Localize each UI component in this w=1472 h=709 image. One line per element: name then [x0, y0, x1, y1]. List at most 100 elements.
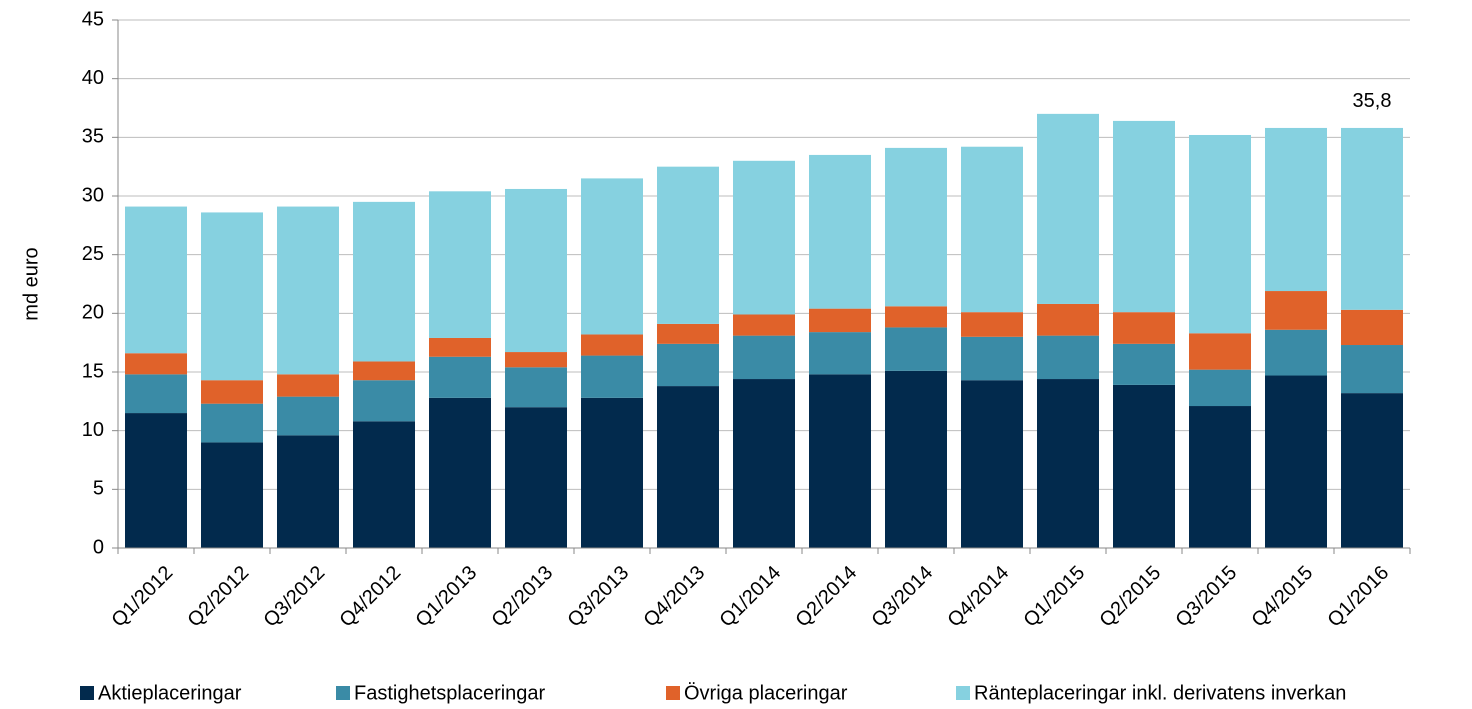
bar-segment [429, 337, 491, 357]
x-tick-label: Q1/2014 [715, 562, 785, 632]
bar-segment [505, 367, 567, 408]
bar-segment [125, 374, 187, 414]
bar-segment [733, 314, 795, 336]
x-tick-label: Q4/2013 [639, 562, 709, 632]
x-tick-label: Q3/2014 [867, 562, 937, 632]
bar-segment [809, 308, 871, 333]
legend-label: Övriga placeringar [684, 682, 848, 704]
x-tick-label: Q4/2015 [1247, 562, 1317, 632]
y-tick-label: 5 [93, 478, 104, 500]
bar-segment [353, 421, 415, 548]
x-tick-label: Q2/2015 [1095, 562, 1165, 632]
y-tick-label: 40 [82, 67, 104, 89]
bar-segment [125, 413, 187, 548]
y-tick-label: 10 [82, 419, 104, 441]
y-tick-label: 20 [82, 302, 104, 324]
x-tick-label: Q2/2014 [791, 562, 861, 632]
bar-segment [201, 212, 263, 381]
x-tick-label: Q3/2012 [259, 562, 329, 632]
bar-segment [1341, 345, 1403, 394]
bar-segment [809, 332, 871, 375]
y-tick-label: 35 [82, 126, 104, 148]
bar-segment [733, 335, 795, 380]
bar-segment [657, 343, 719, 387]
bar-segment [809, 154, 871, 309]
bar-segment [201, 403, 263, 443]
bar-segment [353, 380, 415, 422]
bar-segment [1189, 134, 1251, 334]
bar-segment [733, 379, 795, 548]
bar-segment [505, 188, 567, 353]
bar-segment [885, 147, 947, 307]
x-tick-label: Q4/2014 [943, 562, 1013, 632]
bar-segment [885, 306, 947, 328]
bar-segment [1341, 393, 1403, 548]
legend-swatch [336, 686, 350, 700]
x-tick-label: Q1/2016 [1323, 562, 1393, 632]
bar-segment [353, 361, 415, 381]
x-tick-label: Q1/2013 [411, 562, 481, 632]
legend-swatch [666, 686, 680, 700]
bar-segment [353, 201, 415, 362]
bar-segment [1265, 127, 1327, 292]
x-tick-label: Q3/2015 [1171, 562, 1241, 632]
bar-segment [885, 370, 947, 548]
legend-label: Aktieplaceringar [98, 682, 242, 704]
bar-segment [581, 178, 643, 335]
y-tick-label: 45 [82, 8, 104, 30]
bar-segment [201, 380, 263, 404]
bar-segment [581, 355, 643, 398]
bar-segment [125, 353, 187, 375]
legend-swatch [80, 686, 94, 700]
bar-segment [1189, 406, 1251, 548]
bar-segment [657, 386, 719, 548]
legend-label: Ränteplaceringar inkl. derivatens inverk… [974, 682, 1346, 704]
bar-segment [277, 435, 339, 548]
bar-segment [1113, 384, 1175, 548]
bar-segment [961, 380, 1023, 548]
x-tick-label: Q2/2013 [487, 562, 557, 632]
bar-segment [809, 374, 871, 548]
x-tick-label: Q1/2015 [1019, 562, 1089, 632]
bar-segment [885, 327, 947, 371]
bar-segment [581, 334, 643, 356]
bar-segment [1037, 335, 1099, 380]
annotation: 35,8 [1353, 90, 1392, 112]
bar-segment [733, 160, 795, 315]
bar-segment [505, 352, 567, 368]
bar-segment [1037, 303, 1099, 336]
x-tick-label: Q1/2012 [107, 562, 177, 632]
bar-segment [429, 356, 491, 398]
bar-segment [1265, 375, 1327, 548]
bar-segment [1113, 343, 1175, 385]
bar-segment [201, 442, 263, 548]
y-tick-label: 0 [93, 536, 104, 558]
bar-segment [657, 323, 719, 344]
bar-segment [277, 206, 339, 375]
bar-segment [581, 397, 643, 548]
x-tick-label: Q2/2012 [183, 562, 253, 632]
y-tick-label: 15 [82, 360, 104, 382]
bar-segment [1265, 329, 1327, 376]
bar-segment [1189, 333, 1251, 370]
y-tick-label: 30 [82, 184, 104, 206]
bar-segment [277, 374, 339, 397]
bar-segment [657, 166, 719, 324]
bar-segment [429, 191, 491, 338]
y-tick-label: 25 [82, 243, 104, 265]
bar-segment [1341, 127, 1403, 310]
bar-segment [1189, 369, 1251, 407]
bar-segment [1113, 120, 1175, 313]
x-tick-label: Q3/2013 [563, 562, 633, 632]
bar-segment [961, 146, 1023, 313]
bar-segment [1341, 309, 1403, 346]
bar-segment [961, 336, 1023, 381]
bar-segment [1037, 113, 1099, 304]
bar-segment [277, 396, 339, 436]
y-axis-label: md euro [20, 247, 42, 320]
legend-swatch [956, 686, 970, 700]
bar-segment [1265, 291, 1327, 330]
bar-segment [961, 312, 1023, 337]
bar-segment [1037, 379, 1099, 548]
